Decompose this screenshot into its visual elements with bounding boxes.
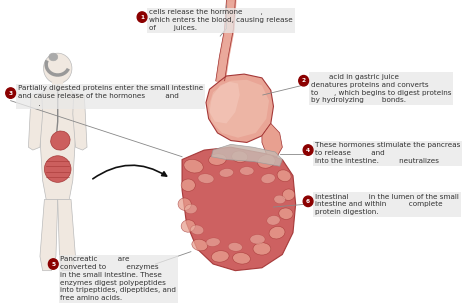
Ellipse shape <box>261 174 275 183</box>
Polygon shape <box>28 93 43 150</box>
Text: 2: 2 <box>301 78 306 83</box>
Circle shape <box>44 53 72 83</box>
Ellipse shape <box>269 226 285 239</box>
Ellipse shape <box>51 131 70 150</box>
Ellipse shape <box>240 167 254 175</box>
Ellipse shape <box>253 243 271 255</box>
Polygon shape <box>206 74 273 143</box>
Polygon shape <box>209 80 269 138</box>
Ellipse shape <box>267 216 280 225</box>
Ellipse shape <box>274 195 285 204</box>
FancyBboxPatch shape <box>53 82 63 91</box>
Ellipse shape <box>283 189 295 201</box>
Ellipse shape <box>277 170 291 181</box>
Text: acid in gastric juice
denatures proteins and converts
to       , which begins to: acid in gastric juice denatures proteins… <box>311 74 451 103</box>
Text: Pancreatic         are
converted to         enzymes
in the small intestine. Thes: Pancreatic are converted to enzymes in t… <box>60 257 176 301</box>
Polygon shape <box>210 82 240 124</box>
Ellipse shape <box>219 168 234 177</box>
Circle shape <box>48 259 58 269</box>
Circle shape <box>303 196 313 207</box>
Ellipse shape <box>209 154 227 165</box>
Circle shape <box>299 75 309 86</box>
Polygon shape <box>40 200 58 271</box>
Ellipse shape <box>178 198 191 210</box>
Ellipse shape <box>279 208 293 219</box>
Text: Intestinal         in the lumen of the small
intestine and within          compl: Intestinal in the lumen of the small int… <box>315 194 459 215</box>
Ellipse shape <box>184 160 203 173</box>
Text: 6: 6 <box>306 199 310 204</box>
Circle shape <box>137 12 147 22</box>
Polygon shape <box>211 144 283 166</box>
Ellipse shape <box>232 151 248 162</box>
Text: Partially digested proteins enter the small intestine
and cause release of the h: Partially digested proteins enter the sm… <box>18 86 203 107</box>
Polygon shape <box>182 147 296 271</box>
Ellipse shape <box>198 174 214 183</box>
Polygon shape <box>40 89 75 200</box>
Ellipse shape <box>185 204 197 214</box>
Ellipse shape <box>250 235 265 244</box>
Text: These hormones stimulate the pancreas
to release         and
into the intestine.: These hormones stimulate the pancreas to… <box>315 143 461 164</box>
Text: 5: 5 <box>51 261 55 266</box>
Text: 3: 3 <box>9 91 13 95</box>
Ellipse shape <box>192 239 208 251</box>
Text: 4: 4 <box>306 148 310 152</box>
Ellipse shape <box>233 253 250 264</box>
Ellipse shape <box>191 225 204 235</box>
Text: cells release the hormone        ,
which enters the blood, causing release
of   : cells release the hormone , which enters… <box>149 10 293 31</box>
Ellipse shape <box>257 155 275 168</box>
Ellipse shape <box>45 156 71 182</box>
Ellipse shape <box>181 179 195 191</box>
Text: 1: 1 <box>140 14 144 20</box>
Polygon shape <box>262 124 283 157</box>
Ellipse shape <box>181 220 195 232</box>
Polygon shape <box>58 200 75 271</box>
Circle shape <box>6 88 16 98</box>
Ellipse shape <box>228 243 242 251</box>
Ellipse shape <box>211 251 229 262</box>
Ellipse shape <box>49 53 58 61</box>
Polygon shape <box>73 93 87 150</box>
Circle shape <box>303 145 313 155</box>
Ellipse shape <box>206 238 220 246</box>
